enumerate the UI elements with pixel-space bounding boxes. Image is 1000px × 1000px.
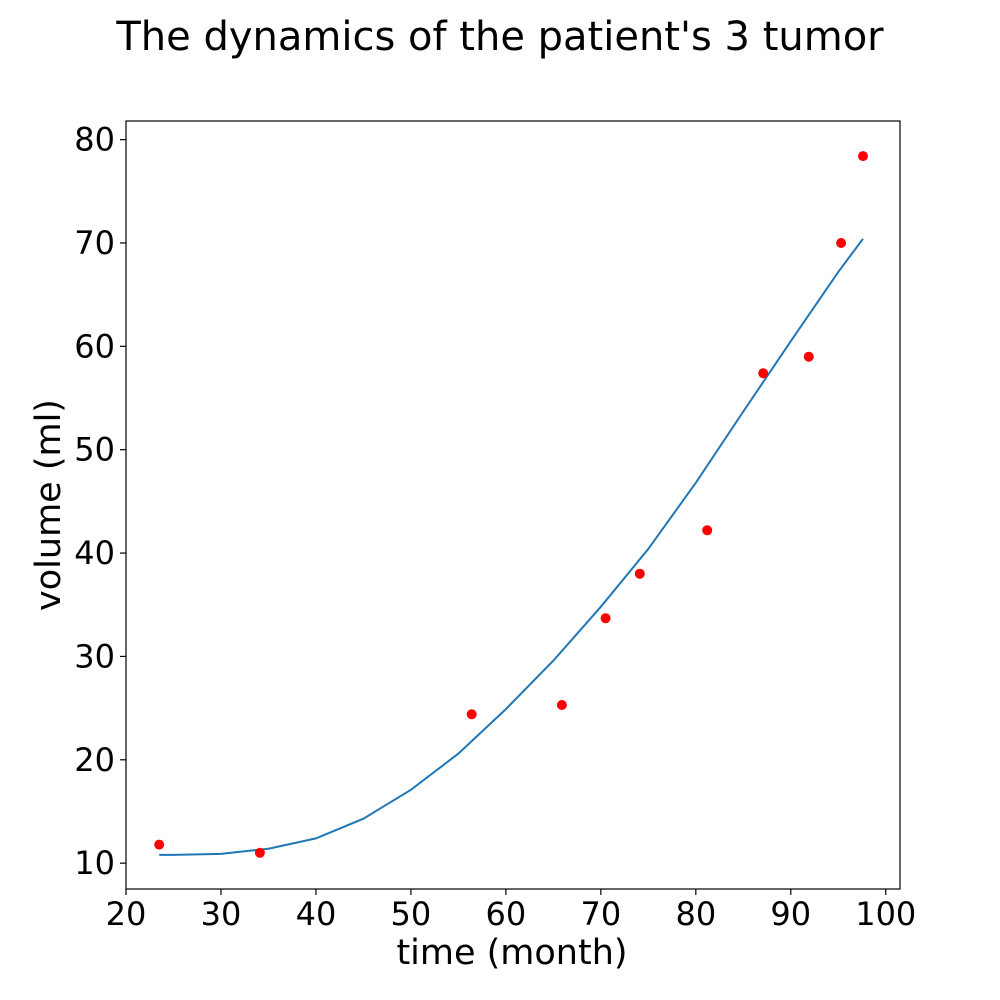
- y-tick-label: 20: [74, 741, 115, 779]
- y-tick-label: 80: [74, 121, 115, 159]
- x-tick-label: 60: [486, 895, 527, 933]
- x-tick-label: 30: [201, 895, 242, 933]
- plot-frame: [125, 120, 901, 890]
- y-axis-label: volume (ml): [29, 399, 69, 611]
- data-point: [600, 613, 611, 624]
- y-tick-label: 10: [74, 844, 115, 882]
- x-tick-label: 100: [855, 895, 916, 933]
- data-point: [556, 700, 567, 710]
- x-tick-label: 70: [580, 895, 621, 933]
- data-point: [858, 151, 868, 162]
- data-point: [758, 368, 769, 379]
- data-point: [836, 238, 847, 248]
- y-tick-label: 40: [74, 534, 115, 572]
- x-axis-label: time (month): [396, 933, 627, 973]
- data-point: [154, 839, 165, 850]
- y-tick-label: 70: [74, 224, 115, 262]
- plot-area: [154, 151, 868, 858]
- y-axis: 10 20 30 40 50 60 70 80: [74, 121, 126, 882]
- data-point: [702, 525, 713, 536]
- data-point: [466, 709, 477, 720]
- x-tick-label: 90: [770, 895, 811, 933]
- y-tick-label: 50: [74, 431, 115, 469]
- x-tick-label: 50: [391, 895, 432, 933]
- fit-line: [159, 238, 864, 856]
- x-tick-label: 40: [296, 895, 337, 933]
- x-tick-label: 80: [675, 895, 716, 933]
- data-point: [254, 847, 265, 858]
- y-tick-label: 30: [74, 637, 115, 675]
- chart-title: The dynamics of the patient's 3 tumor: [115, 14, 884, 60]
- data-point: [634, 568, 645, 579]
- x-axis: 20 30 40 50 60 70 80 90 100: [106, 889, 916, 933]
- x-tick-label: 20: [106, 895, 147, 933]
- data-point: [803, 351, 814, 362]
- y-tick-label: 60: [74, 327, 115, 365]
